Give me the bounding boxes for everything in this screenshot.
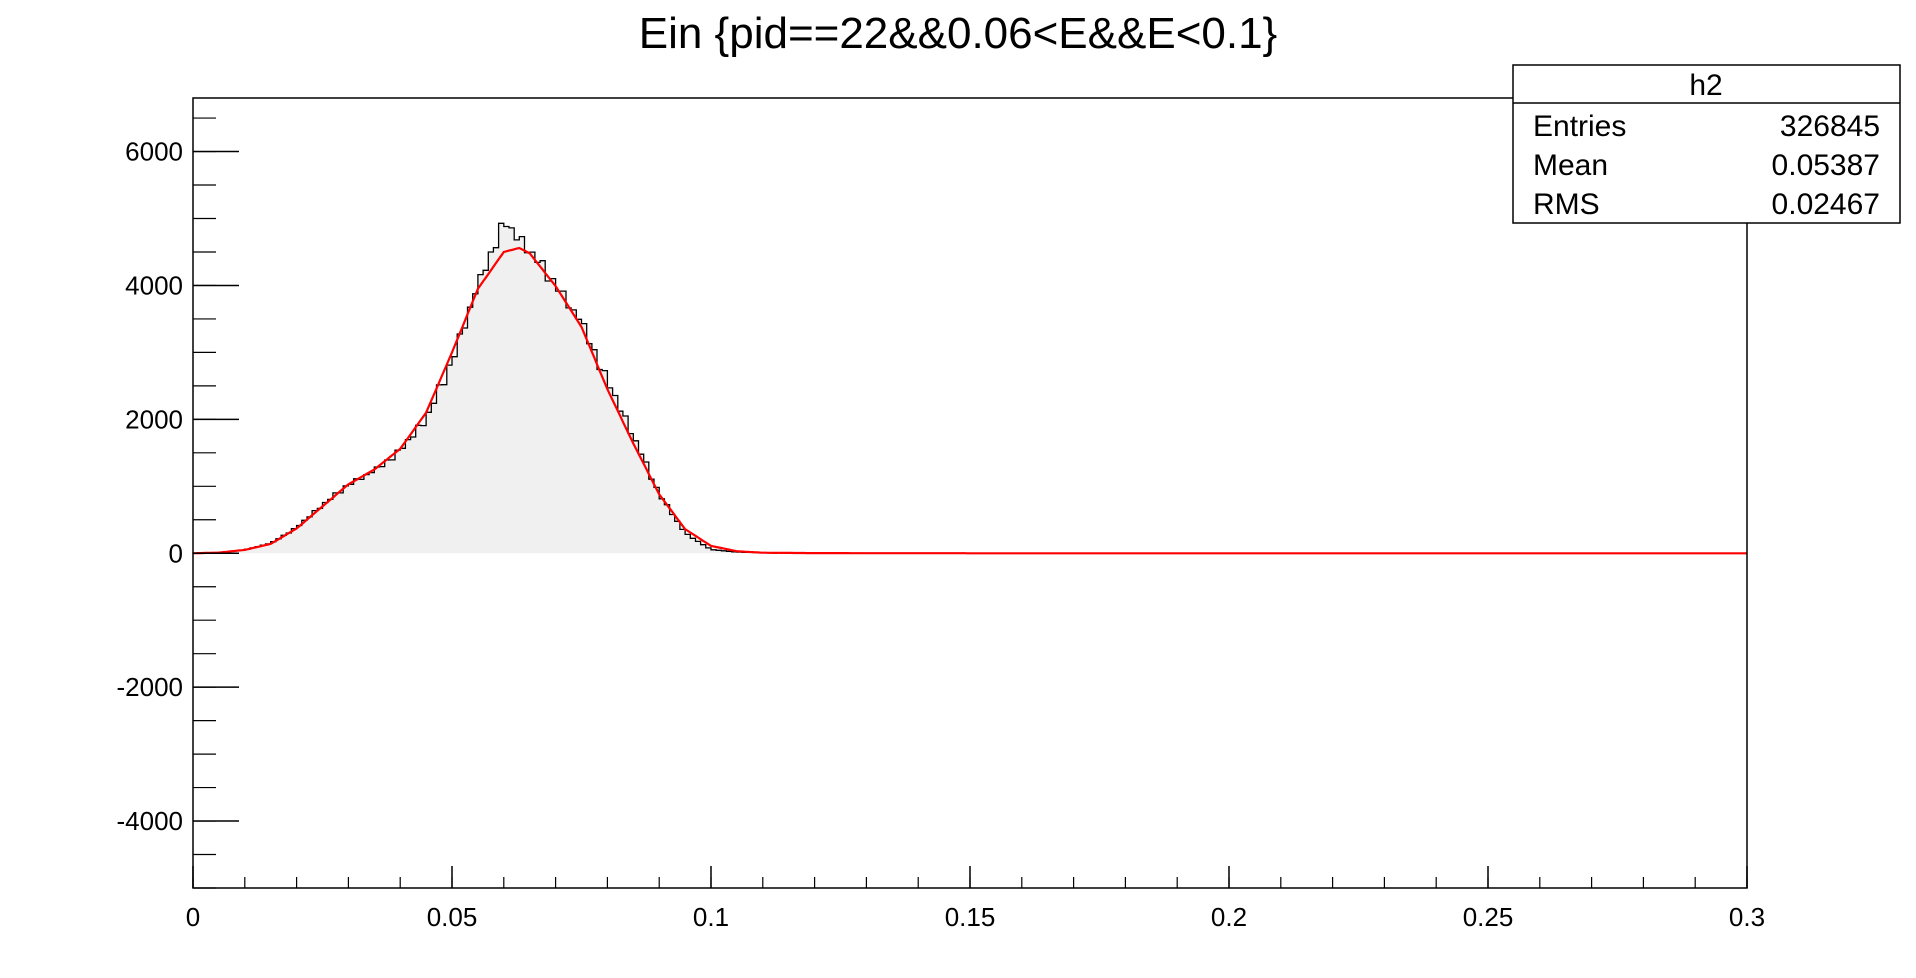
histogram-fill [193,223,779,554]
stats-rms-value: 0.02467 [1772,188,1880,221]
stats-entries-label: Entries [1533,110,1626,143]
y-tick-label: 6000 [125,137,183,167]
stats-box-frame [1512,64,1901,224]
y-tick-label: -2000 [117,672,184,702]
y-tick-label: 4000 [125,270,183,300]
y-tick-label: -4000 [117,806,184,836]
x-axis: 0 0.05 0.1 0.15 0.2 0.25 0.3 [186,866,1765,932]
x-tick-label: 0.05 [427,902,478,932]
x-tick-label: 0.3 [1729,902,1765,932]
stats-box-name: h2 [1689,69,1722,102]
x-tick-label: 0 [186,902,200,932]
x-tick-label: 0.15 [945,902,996,932]
x-tick-label: 0.25 [1463,902,1514,932]
y-tick-label: 0 [169,538,183,568]
chart-title: Ein {pid==22&&0.06<E&&E<0.1} [639,9,1278,58]
x-tick-label: 0.1 [693,902,729,932]
stats-box: h2 Entries 326845 Mean 0.05387 RMS 0.024… [1512,64,1901,224]
stats-mean-label: Mean [1533,149,1608,182]
x-tick-label: 0.2 [1211,902,1247,932]
stats-mean-value: 0.05387 [1772,149,1880,182]
y-tick-label: 2000 [125,404,183,434]
fit-curve [192,246,1747,555]
stats-rms-label: RMS [1533,188,1600,221]
y-axis: -4000 -2000 0 2000 4000 6000 [117,117,239,889]
stats-entries-value: 326845 [1780,110,1880,143]
